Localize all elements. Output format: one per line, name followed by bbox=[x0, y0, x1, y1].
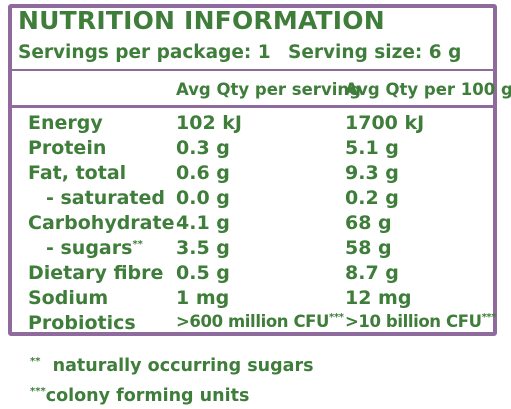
table-row-energy: Energy 102 kJ 1700 kJ bbox=[0, 112, 511, 137]
header-divider bbox=[12, 69, 493, 71]
qty-per-100g: 68 g bbox=[345, 212, 392, 234]
qty-per-serving: >600 million CFU*** bbox=[176, 312, 344, 331]
table-row-saturated: - saturated 0.0 g 0.2 g bbox=[0, 187, 511, 212]
column-header-per-100g: Avg Qty per 100 g bbox=[345, 80, 511, 99]
qty-per-serving-text: >600 million CFU bbox=[176, 312, 330, 331]
footnote-mark: ** bbox=[30, 356, 41, 367]
footnotes: ** naturally occurring sugars ***colony … bbox=[30, 349, 314, 409]
qty-per-100g: 8.7 g bbox=[345, 262, 399, 284]
qty-per-100g: 12 mg bbox=[345, 287, 412, 309]
nutrient-name: Sodium bbox=[28, 287, 109, 309]
nutrient-name: Probiotics bbox=[28, 312, 136, 334]
qty-per-serving: 1 mg bbox=[176, 287, 230, 309]
nutrient-name: Protein bbox=[28, 137, 107, 159]
nutrient-name: - saturated bbox=[46, 187, 166, 209]
table-row-sodium: Sodium 1 mg 12 mg bbox=[0, 287, 511, 312]
qty-per-100g-text: >10 billion CFU bbox=[345, 312, 482, 331]
qty-per-serving: 0.6 g bbox=[176, 162, 230, 184]
qty-per-100g: >10 billion CFU*** bbox=[345, 312, 496, 331]
table-row-protein: Protein 0.3 g 5.1 g bbox=[0, 137, 511, 162]
qty-per-100g: 1700 kJ bbox=[345, 112, 425, 134]
qty-per-serving: 0.3 g bbox=[176, 137, 230, 159]
table-row-carbohydrate: Carbohydrate 4.1 g 68 g bbox=[0, 212, 511, 237]
footnote-mark: *** bbox=[30, 386, 46, 397]
qty-per-serving: 4.1 g bbox=[176, 212, 230, 234]
nutrition-panel bbox=[8, 4, 497, 336]
qty-per-serving: 102 kJ bbox=[176, 112, 242, 134]
nutrient-name: - sugars** bbox=[46, 237, 143, 259]
qty-per-serving: 3.5 g bbox=[176, 237, 230, 259]
footnote-text: naturally occurring sugars bbox=[52, 356, 314, 376]
footnote-cfu: ***colony forming units bbox=[30, 379, 314, 409]
column-header-divider bbox=[12, 105, 493, 108]
footnote-mark: ** bbox=[132, 239, 143, 250]
nutrient-name: Fat, total bbox=[28, 162, 127, 184]
qty-per-serving: 0.0 g bbox=[176, 187, 230, 209]
table-row-fat-total: Fat, total 0.6 g 9.3 g bbox=[0, 162, 511, 187]
table-row-probiotics: Probiotics >600 million CFU*** >10 billi… bbox=[0, 312, 511, 337]
servings-per-package: Servings per package: 1 bbox=[18, 42, 271, 63]
qty-per-serving: 0.5 g bbox=[176, 262, 230, 284]
table-row-dietary-fibre: Dietary fibre 0.5 g 8.7 g bbox=[0, 262, 511, 287]
footnote-sugars: ** naturally occurring sugars bbox=[30, 349, 314, 379]
panel-title: NUTRITION INFORMATION bbox=[18, 6, 385, 35]
serving-size: Serving size: 6 g bbox=[288, 42, 462, 63]
footnote-text: colony forming units bbox=[45, 386, 250, 406]
qty-per-100g: 0.2 g bbox=[345, 187, 399, 209]
nutrient-name-text: - sugars bbox=[46, 237, 133, 259]
footnote-mark: *** bbox=[329, 312, 344, 323]
nutrient-name: Dietary fibre bbox=[28, 262, 164, 284]
qty-per-100g: 58 g bbox=[345, 237, 392, 259]
table-row-sugars: - sugars** 3.5 g 58 g bbox=[0, 237, 511, 262]
nutrient-name: Carbohydrate bbox=[28, 212, 175, 234]
qty-per-100g: 5.1 g bbox=[345, 137, 399, 159]
qty-per-100g: 9.3 g bbox=[345, 162, 399, 184]
column-header-per-serving: Avg Qty per serving bbox=[176, 80, 361, 99]
nutrient-name: Energy bbox=[28, 112, 103, 134]
footnote-mark: *** bbox=[481, 312, 497, 323]
